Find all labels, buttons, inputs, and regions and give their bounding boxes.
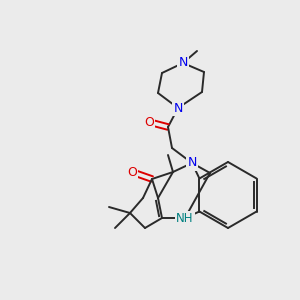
Text: O: O [127, 166, 137, 178]
Text: N: N [178, 56, 188, 70]
Text: N: N [173, 101, 183, 115]
Text: O: O [144, 116, 154, 128]
Text: N: N [187, 157, 197, 169]
Text: NH: NH [176, 212, 194, 224]
